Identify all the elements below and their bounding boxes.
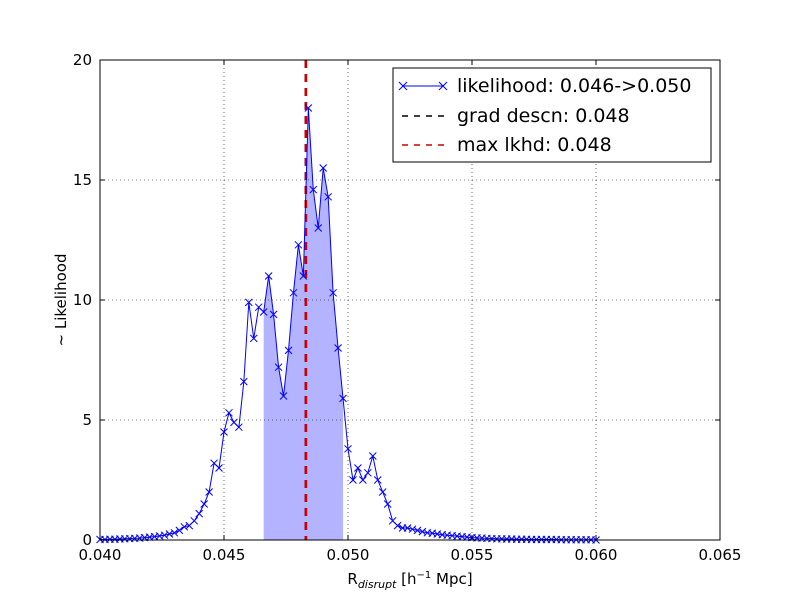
likelihood-point: [200, 500, 209, 508]
y-tick-label: 0: [82, 531, 92, 549]
likelihood-point: [264, 272, 273, 280]
likelihood-point: [289, 288, 298, 297]
likelihood-point: [215, 464, 223, 472]
x-tick-label: 0.045: [203, 546, 246, 564]
likelihood-point: [269, 310, 278, 319]
y-tick-label: 5: [82, 411, 92, 429]
likelihood-point: [413, 526, 422, 535]
likelihood-point: [314, 224, 323, 232]
likelihood-point: [383, 500, 392, 508]
legend-label-max-lkhd: max lkhd: 0.048: [457, 134, 612, 156]
likelihood-point: [339, 394, 347, 403]
likelihood-point: [344, 444, 352, 453]
x-axis-label: Rdisrupt [h−1 Mpc]: [347, 570, 472, 591]
x-axis-label-subscript: disrupt: [358, 578, 397, 591]
x-tick-label: 0.040: [79, 546, 122, 564]
x-axis-label-unit-pre: [h: [396, 570, 416, 588]
shaded-area: [263, 108, 344, 540]
shaded-region-layer: [263, 108, 344, 540]
likelihood-point: [235, 423, 243, 432]
likelihood-point: [418, 527, 427, 536]
y-tick-label: 10: [73, 291, 92, 309]
likelihood-point: [284, 346, 293, 355]
x-tick-label: 0.065: [699, 546, 742, 564]
likelihood-point: [239, 377, 248, 386]
likelihood-point: [259, 308, 268, 316]
legend-marker-likelihood: [398, 81, 448, 91]
likelihood-point: [299, 272, 308, 280]
likelihood-point: [354, 464, 362, 472]
likelihood-point: [359, 476, 367, 484]
x-axis-label-unit-post: Mpc]: [431, 570, 472, 588]
likelihood-point: [165, 530, 174, 538]
likelihood-point: [309, 185, 318, 194]
likelihood-point: [195, 509, 204, 518]
legend-label-grad-descn: grad descn: 0.048: [457, 105, 630, 127]
likelihood-point: [304, 104, 313, 112]
likelihood-point: [225, 408, 233, 417]
likelihood-point: [403, 524, 412, 532]
likelihood-point: [249, 334, 258, 343]
likelihood-point: [408, 525, 417, 534]
x-tick-label: 0.060: [575, 546, 618, 564]
y-tick-label: 15: [73, 171, 92, 189]
likelihood-point: [175, 526, 184, 535]
x-tick-label: 0.050: [327, 546, 370, 564]
likelihood-point: [190, 516, 199, 525]
likelihood-point: [349, 476, 357, 484]
y-tick-label: 20: [73, 51, 92, 69]
likelihood-point: [334, 344, 342, 352]
likelihood-point: [378, 488, 387, 496]
likelihood-point: [393, 521, 402, 530]
likelihood-point: [368, 452, 377, 460]
likelihood-point: [324, 192, 333, 201]
likelihood-point: [294, 240, 303, 249]
x-tick-label: 0.055: [451, 546, 494, 564]
likelihood-point: [319, 164, 328, 172]
y-axis-label: ~ Likelihood: [52, 254, 70, 347]
x-axis-label-unit-sup: −1: [417, 570, 432, 581]
likelihood-point: [363, 468, 372, 477]
series-layer: [96, 104, 600, 544]
x-axis-label-main: R: [347, 570, 357, 588]
likelihood-point: [274, 363, 283, 372]
likelihood-point: [220, 428, 228, 436]
tick-layer: 0.040 0.045 0.050 0.055 0.060 0.065 0 5 10 15 20: [73, 51, 742, 564]
likelihood-point: [279, 392, 288, 400]
likelihood-point: [180, 522, 189, 531]
likelihood-point: [170, 528, 179, 537]
likelihood-point: [244, 298, 253, 307]
likelihood-point: [329, 288, 337, 297]
likelihood-point: [205, 488, 213, 496]
legend: likelihood: 0.046->0.050 grad descn: 0.0…: [392, 67, 712, 163]
likelihood-point: [160, 531, 169, 540]
legend-label-likelihood: likelihood: 0.046->0.050: [457, 75, 692, 97]
likelihood-point: [373, 476, 382, 484]
